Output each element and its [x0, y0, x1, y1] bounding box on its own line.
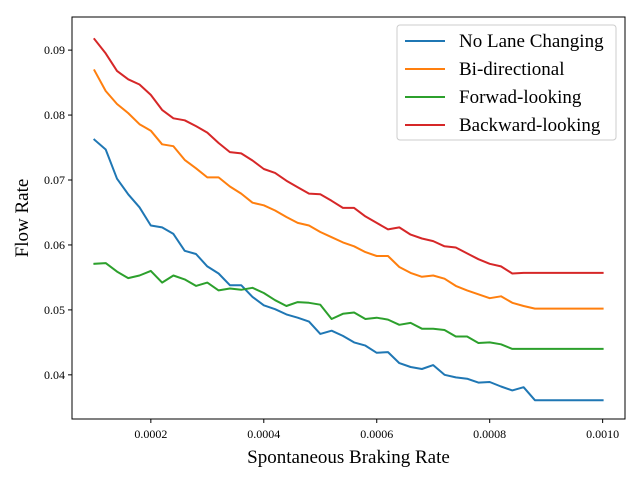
legend-label: No Lane Changing: [459, 31, 604, 52]
y-axis-label: Flow Rate: [12, 179, 33, 258]
legend-label: Bi-directional: [459, 59, 565, 80]
legend-label: Forwad-looking: [459, 87, 582, 108]
y-tick-label: 0.08: [44, 108, 65, 122]
x-tick-label: 0.0004: [247, 427, 280, 441]
y-tick-label: 0.09: [44, 43, 65, 57]
x-axis: 0.0002 0.0004 0.0006 0.0008 0.0010: [134, 419, 619, 441]
y-axis: 0.04 0.05 0.06 0.07 0.08 0.09: [44, 43, 72, 382]
legend-box: [396, 24, 617, 141]
series-line-2: [93, 68, 604, 310]
x-tick-label: 0.0010: [586, 427, 619, 441]
x-tick-label: 0.0008: [473, 427, 506, 441]
x-axis-label: Spontaneous Braking Rate: [247, 447, 450, 468]
y-tick-label: 0.06: [44, 238, 65, 252]
series-line-3: [93, 262, 604, 350]
y-tick-label: 0.07: [44, 173, 65, 187]
plot-frame: [71, 16, 626, 420]
series-line-4: [92, 37, 604, 275]
legend: No Lane Changing Bi-directional Forwad-loo…: [396, 24, 617, 141]
series-layer: [92, 37, 604, 402]
series-line-1: [92, 138, 604, 402]
legend-label: Backward-looking: [459, 115, 601, 136]
y-tick-label: 0.05: [44, 303, 65, 317]
y-tick-label: 0.04: [44, 368, 65, 382]
x-tick-label: 0.0002: [134, 427, 167, 441]
x-tick-label: 0.0006: [360, 427, 393, 441]
